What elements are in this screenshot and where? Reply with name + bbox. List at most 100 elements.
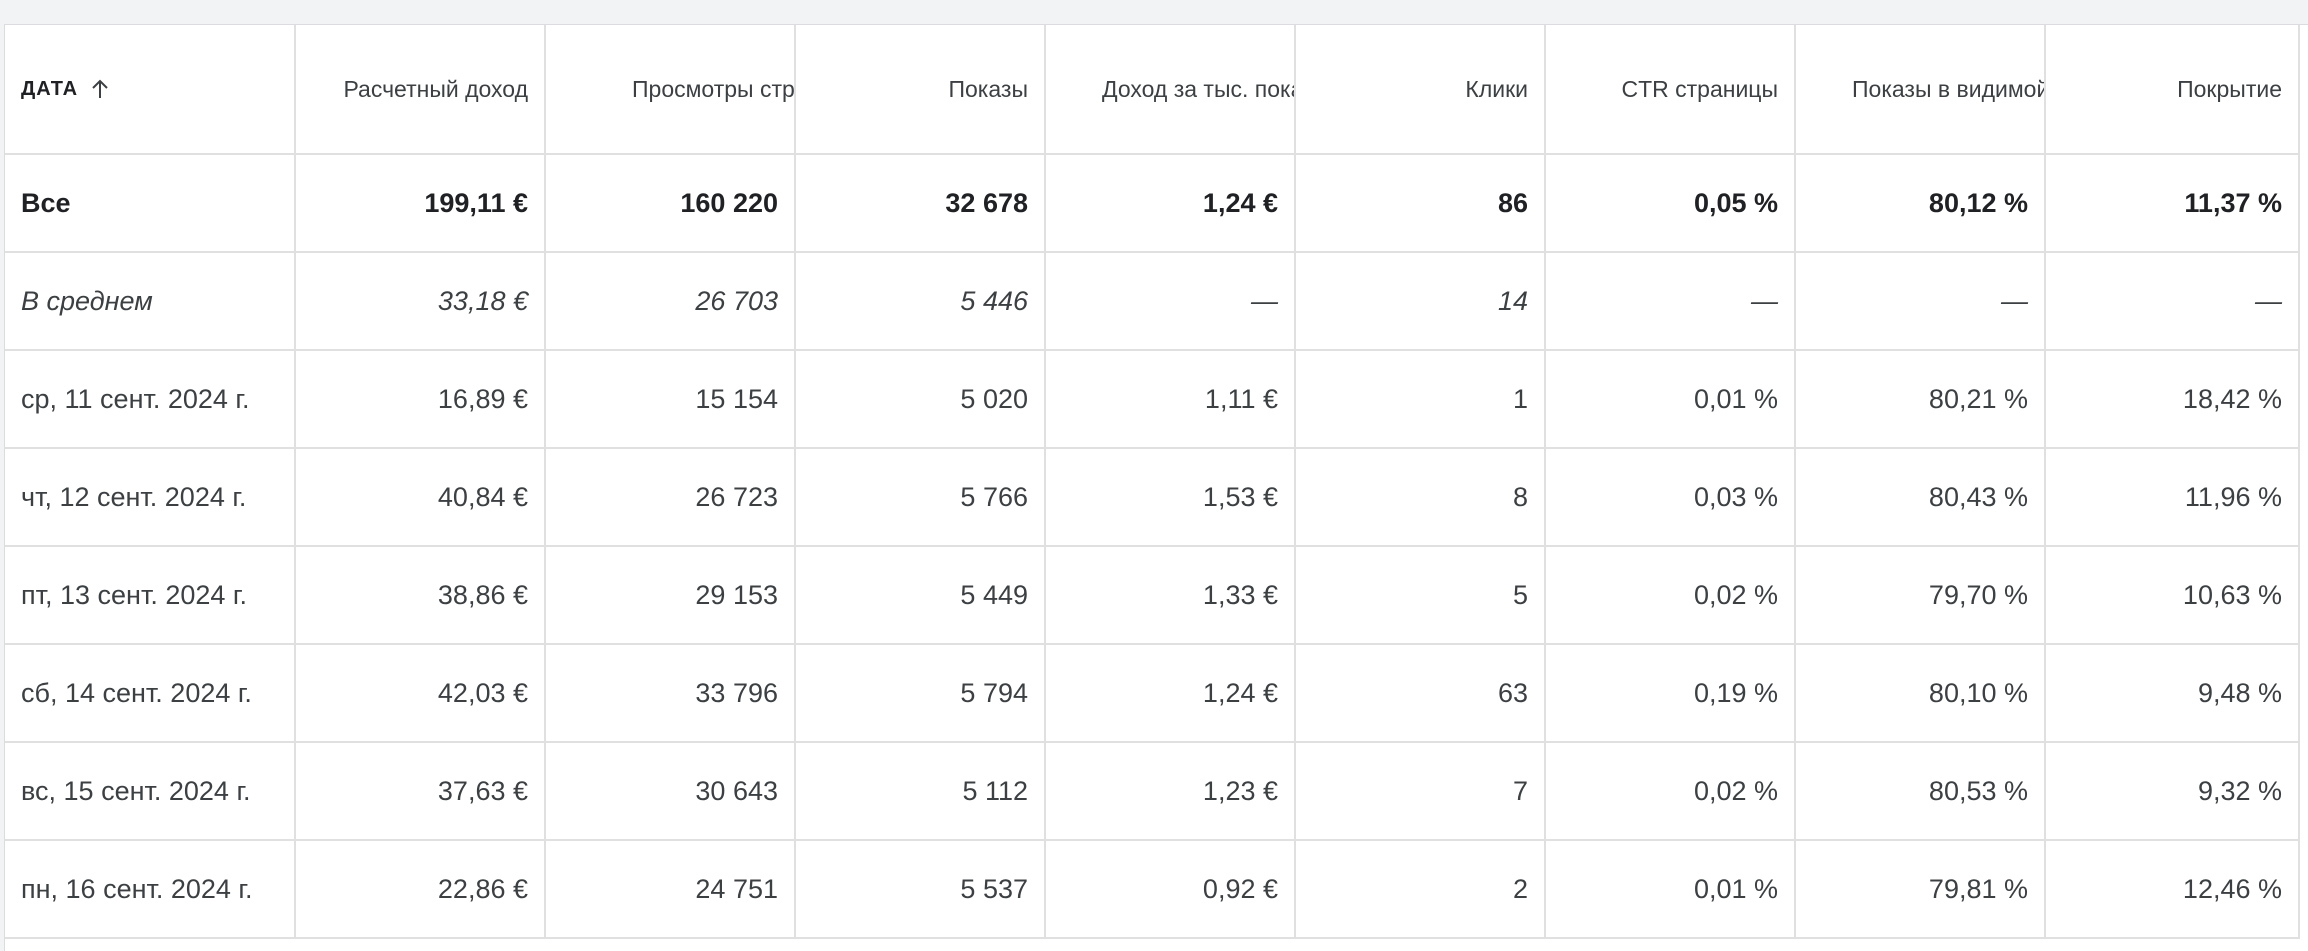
table-cell: 1 [1295,350,1546,449]
table-cell: 33 796 [545,644,796,743]
column-header-date[interactable]: ДАТА [5,25,296,155]
table-cell: 63 [1295,644,1546,743]
table-cell: 0,19 % [1545,644,1796,743]
column-header-revenue[interactable]: Расчетный доход [295,25,546,155]
table-cell: 26 723 [545,448,796,547]
table-cell: 5 020 [795,350,1046,449]
table-cell: 5 766 [795,448,1046,547]
table-cell: 42,03 € [295,644,546,743]
table-cell: 30 643 [545,742,796,841]
table-cell: 40,84 € [295,448,546,547]
column-header-coverage-label: Покрытие [2177,75,2282,102]
column-header-clicks[interactable]: Клики [1295,25,1546,155]
table-cell: 7 [1295,742,1546,841]
table-cell: 1,53 € [1045,448,1296,547]
table-cell: 0,02 % [1545,546,1796,645]
table-cell-date: пт, 13 сент. 2024 г. [5,546,296,645]
table-cell-date: сб, 14 сент. 2024 г. [5,644,296,743]
total-cell: 80,12 % [1795,154,2046,253]
table-row: сб, 14 сент. 2024 г. 42,03 € 33 796 5 79… [5,644,2300,743]
table-cell: 1,24 € [1045,644,1296,743]
header-row: ДАТА Расчетный доход Просмотры страниц П… [5,25,2300,155]
total-cell: 0,05 % [1545,154,1796,253]
total-cell: 199,11 € [295,154,546,253]
table-cell: 0,02 % [1545,742,1796,841]
column-header-page-rpm-label: Доход за тыс. показов страницы [1102,75,1293,102]
table-cell: 22,86 € [295,840,546,939]
table-cell: 16,89 € [295,350,546,449]
table-cell-date: чт, 12 сент. 2024 г. [5,448,296,547]
table-cell: 0,01 % [1545,840,1796,939]
column-header-revenue-label: Расчетный доход [343,75,528,102]
table-cell: 9,32 % [2045,742,2300,841]
table-cell: 10,63 % [2045,546,2300,645]
table-cell: 2 [1295,840,1546,939]
table-cell: 0,92 € [1045,840,1296,939]
average-cell: 5 446 [795,252,1046,351]
table-cell: 29 153 [545,546,796,645]
average-cell: — [1795,252,2046,351]
table-cell: 80,43 % [1795,448,2046,547]
column-header-pageviews-label: Просмотры страниц [632,75,795,102]
table-cell: 24 751 [545,840,796,939]
report-table: ДАТА Расчетный доход Просмотры страниц П… [5,25,2300,939]
table-cell: 37,63 € [295,742,546,841]
table-row: ср, 11 сент. 2024 г. 16,89 € 15 154 5 02… [5,350,2300,449]
table-cell-date: пн, 16 сент. 2024 г. [5,840,296,939]
average-cell: — [1045,252,1296,351]
column-header-page-ctr[interactable]: CTR страницы [1545,25,1796,155]
table-cell: 18,42 % [2045,350,2300,449]
total-row: Все 199,11 € 160 220 32 678 1,24 € 86 0,… [5,154,2300,253]
column-header-viewability-label: Показы в видимой части экрана [1852,75,2045,102]
table-row: вс, 15 сент. 2024 г. 37,63 € 30 643 5 11… [5,742,2300,841]
table-cell-date: вс, 15 сент. 2024 г. [5,742,296,841]
table-cell: 5 794 [795,644,1046,743]
table-cell: 1,33 € [1045,546,1296,645]
table-cell: 38,86 € [295,546,546,645]
column-header-coverage[interactable]: Покрытие [2045,25,2300,155]
column-header-viewability[interactable]: Показы в видимой части экрана [1795,25,2046,155]
average-cell: 26 703 [545,252,796,351]
average-row: В среднем 33,18 € 26 703 5 446 — 14 — — … [5,252,2300,351]
table-cell: 0,01 % [1545,350,1796,449]
table-row: пт, 13 сент. 2024 г. 38,86 € 29 153 5 44… [5,546,2300,645]
average-cell: В среднем [5,252,296,351]
table-cell: 79,70 % [1795,546,2046,645]
report-table-container: ДАТА Расчетный доход Просмотры страниц П… [4,24,2308,951]
table-cell: 5 [1295,546,1546,645]
table-cell: 15 154 [545,350,796,449]
table-cell: 12,46 % [2045,840,2300,939]
table-row: пн, 16 сент. 2024 г. 22,86 € 24 751 5 53… [5,840,2300,939]
table-cell: 79,81 % [1795,840,2046,939]
table-cell: 11,96 % [2045,448,2300,547]
average-cell: 14 [1295,252,1546,351]
column-header-clicks-label: Клики [1465,75,1528,102]
column-header-date-label: ДАТА [21,77,79,100]
total-cell: Все [5,154,296,253]
table-cell-date: ср, 11 сент. 2024 г. [5,350,296,449]
table-cell: 9,48 % [2045,644,2300,743]
column-header-impressions-label: Показы [948,75,1028,102]
total-cell: 86 [1295,154,1546,253]
table-row: чт, 12 сент. 2024 г. 40,84 € 26 723 5 76… [5,448,2300,547]
column-header-page-ctr-label: CTR страницы [1621,75,1778,102]
average-cell: — [1545,252,1796,351]
table-cell: 5 449 [795,546,1046,645]
table-cell: 80,21 % [1795,350,2046,449]
table-cell: 1,11 € [1045,350,1296,449]
table-cell: 8 [1295,448,1546,547]
arrow-up-icon[interactable] [88,77,112,101]
total-cell: 160 220 [545,154,796,253]
table-cell: 1,23 € [1045,742,1296,841]
average-cell: 33,18 € [295,252,546,351]
table-cell: 5 537 [795,840,1046,939]
column-header-impressions[interactable]: Показы [795,25,1046,155]
total-cell: 32 678 [795,154,1046,253]
total-cell: 1,24 € [1045,154,1296,253]
table-cell: 0,03 % [1545,448,1796,547]
total-cell: 11,37 % [2045,154,2300,253]
average-cell: — [2045,252,2300,351]
table-cell: 80,53 % [1795,742,2046,841]
column-header-page-rpm[interactable]: Доход за тыс. показов страницы [1045,25,1296,155]
column-header-pageviews[interactable]: Просмотры страниц [545,25,796,155]
